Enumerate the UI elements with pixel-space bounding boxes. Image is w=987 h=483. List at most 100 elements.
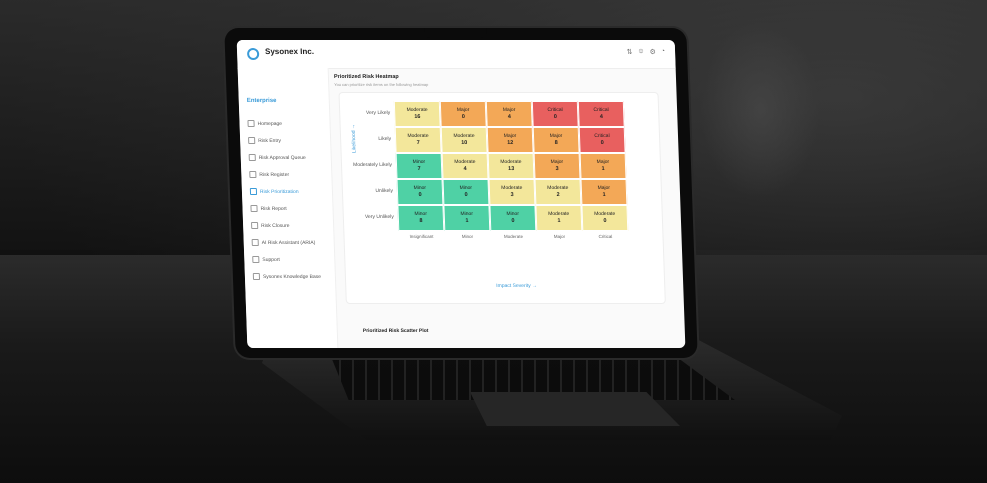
brand-name: Sysonex Inc. xyxy=(264,47,315,56)
cell-level: Minor xyxy=(413,185,427,191)
cell-count: 0 xyxy=(464,192,468,198)
cell-level: Major xyxy=(549,133,563,139)
cell-count: 1 xyxy=(601,166,605,172)
nav-item-icon xyxy=(247,120,255,128)
heatmap-cell[interactable]: Minor 0 xyxy=(442,179,490,205)
heatmap-cell[interactable]: Major 1 xyxy=(580,179,628,205)
heatmap-cell[interactable]: Major 4 xyxy=(485,101,533,127)
sidebar-item[interactable]: Homepage xyxy=(247,116,330,133)
sidebar: Enterprise Homepage Risk Entry Risk Approv… xyxy=(237,68,339,348)
cell-level: Moderate xyxy=(594,211,616,217)
sidebar-item[interactable]: Sysonex Knowledge Base xyxy=(252,269,336,286)
nav-item-icon xyxy=(249,171,257,179)
heatmap-cell[interactable]: Minor 0 xyxy=(489,205,537,231)
cell-level: Minor xyxy=(459,185,473,191)
cell-count: 0 xyxy=(511,218,515,224)
nav-item-icon xyxy=(252,273,261,281)
cell-count: 7 xyxy=(416,140,420,146)
cell-level: Critical xyxy=(593,107,609,113)
sidebar-item-label: Risk Approval Queue xyxy=(258,155,306,161)
heatmap-cell[interactable]: Moderate 10 xyxy=(440,127,488,153)
cell-count: 1 xyxy=(465,218,469,224)
nav-item-icon xyxy=(251,222,259,230)
heatmap-cell[interactable]: Major 12 xyxy=(486,127,534,153)
cell-level: Moderate xyxy=(453,133,475,139)
settings-icon[interactable]: ⚙ xyxy=(649,49,656,56)
heatmap-card: Likelihood → Very Likely Likely Moderately… xyxy=(338,92,666,304)
sidebar-item-label: Risk Entry xyxy=(258,138,282,144)
user-icon[interactable]: ☺ xyxy=(637,48,645,55)
cell-level: Moderate xyxy=(547,185,569,191)
cell-count: 3 xyxy=(555,166,559,172)
nav-item-icon xyxy=(248,154,256,162)
heatmap-cell[interactable]: Major 0 xyxy=(439,101,487,127)
main-content: Prioritized Risk Heatmap You can priorit… xyxy=(334,70,683,340)
sidebar-item-label: Risk Register xyxy=(259,172,290,178)
sidebar-item-label: AI Risk Assistant (ARIA) xyxy=(261,240,316,246)
sidebar-item[interactable]: AI Risk Assistant (ARIA) xyxy=(251,235,334,252)
cell-count: 4 xyxy=(507,114,511,120)
heatmap-cell[interactable]: Minor 7 xyxy=(395,153,443,179)
cell-level: Minor xyxy=(506,211,520,217)
sidebar-item[interactable]: Risk Report xyxy=(250,201,333,218)
heatmap-cell[interactable]: Moderate 7 xyxy=(394,127,442,153)
laptop-trackpad xyxy=(470,392,680,426)
cell-level: Minor xyxy=(412,159,426,165)
sidebar-item-label: Homepage xyxy=(257,121,283,127)
heatmap-cell[interactable]: Moderate 3 xyxy=(488,179,536,205)
filter-icon[interactable]: ⇅ xyxy=(626,49,633,56)
nav-item-icon xyxy=(251,239,259,247)
heatmap-cell[interactable]: Critical 4 xyxy=(577,101,625,127)
cell-level: Major xyxy=(597,185,611,191)
sidebar-item[interactable]: Risk Entry xyxy=(248,133,331,150)
cell-count: 4 xyxy=(599,114,603,120)
heatmap-cell[interactable]: Major 8 xyxy=(532,127,580,153)
cell-count: 8 xyxy=(419,218,423,224)
cell-level: Minor xyxy=(414,211,428,217)
sidebar-item[interactable]: Risk Approval Queue xyxy=(248,150,331,167)
nav-item-icon xyxy=(249,188,258,196)
cell-count: 0 xyxy=(418,192,422,198)
sidebar-item[interactable]: Support xyxy=(252,252,335,269)
cell-count: 0 xyxy=(603,218,607,224)
sidebar-nav: Homepage Risk Entry Risk Approval Queue Ris… xyxy=(247,116,335,286)
sidebar-item[interactable]: Risk Prioritization xyxy=(249,184,333,201)
col-label: Major xyxy=(553,234,566,239)
heatmap-cell[interactable]: Moderate 13 xyxy=(487,153,535,179)
nav-item-icon xyxy=(250,205,258,213)
col-label: Minor xyxy=(461,234,474,239)
nav-item-icon xyxy=(252,256,260,264)
nav-item-icon xyxy=(248,137,256,145)
heatmap-cell[interactable]: Minor 8 xyxy=(397,205,445,231)
heatmap-title: Prioritized Risk Heatmap xyxy=(333,74,399,80)
heatmap-cell[interactable]: Moderate 16 xyxy=(393,101,441,127)
heatmap-cell[interactable]: Moderate 1 xyxy=(535,205,583,231)
laptop-screen: Sysonex Inc. ⇅ ☺ ⚙ ◔ Enterprise Homepage… xyxy=(236,40,686,348)
heatmap-cell[interactable]: Minor 1 xyxy=(443,205,491,231)
heatmap-cell[interactable]: Major 1 xyxy=(579,153,627,179)
heatmap-subtitle: You can prioritize risk items on the fol… xyxy=(334,82,429,87)
brand-logo-icon[interactable] xyxy=(246,48,260,60)
col-label: Insignificant xyxy=(409,234,434,239)
sidebar-item[interactable]: Risk Closure xyxy=(251,218,334,235)
heatmap-cell[interactable]: Moderate 4 xyxy=(441,153,489,179)
heatmap-cell[interactable]: Critical 0 xyxy=(531,101,579,127)
cell-count: 0 xyxy=(553,114,557,120)
cell-level: Moderate xyxy=(454,159,476,165)
cell-count: 7 xyxy=(417,166,421,172)
top-icons: ⇅ ☺ ⚙ ◔ xyxy=(626,48,665,56)
heatmap-cell[interactable]: Moderate 2 xyxy=(534,179,582,205)
heatmap-cell[interactable]: Minor 0 xyxy=(396,179,444,205)
cell-level: Major xyxy=(456,107,470,113)
scatter-title: Prioritized Risk Scatter Plot xyxy=(362,328,429,334)
bell-icon[interactable]: ◔ xyxy=(660,48,666,55)
heatmap-cell[interactable]: Moderate 0 xyxy=(581,205,629,231)
cell-level: Minor xyxy=(460,211,474,217)
sidebar-item[interactable]: Risk Register xyxy=(249,167,332,184)
cell-level: Moderate xyxy=(501,185,523,191)
heatmap-cell[interactable]: Critical 0 xyxy=(578,127,626,153)
row-label: Very Unlikely xyxy=(364,214,394,220)
cell-count: 12 xyxy=(507,140,514,146)
cell-count: 3 xyxy=(510,192,514,198)
heatmap-cell[interactable]: Major 3 xyxy=(533,153,581,179)
